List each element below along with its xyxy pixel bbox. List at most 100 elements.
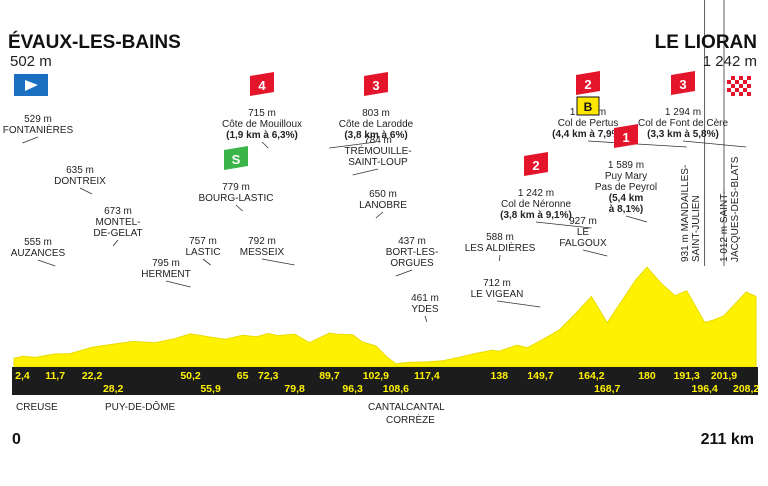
badge-label: S <box>232 152 241 167</box>
climb-detail: (5,4 km <box>609 193 644 204</box>
finish-flag-check <box>747 88 751 92</box>
waypoint-name: YDES <box>411 304 439 315</box>
waypoint-name: SAINT-LOUP <box>348 157 408 168</box>
leader-line <box>235 204 243 212</box>
waypoint-altitude: 715 m <box>248 108 276 119</box>
waypoint-name-line: 1 012 m SAINT- <box>719 191 730 262</box>
badge-label: 4 <box>258 78 266 93</box>
distance-label: 11,7 <box>45 370 65 382</box>
start-town-name: ÉVAUX-LES-BAINS <box>8 31 181 53</box>
finish-flag-check <box>747 80 751 84</box>
distance-label: 138 <box>491 370 509 382</box>
distance-label: 196,4 <box>692 383 718 395</box>
departments-label: PUY-DE-DÔME <box>105 400 176 413</box>
waypoint-name: FALGOUX <box>559 238 607 249</box>
waypoint-name: 1 012 m SAINT-JACQUES-DES-BLATS <box>719 156 741 262</box>
waypoint-name: FONTANIÈRES <box>3 123 74 136</box>
waypoint-name: DE-GELAT <box>93 228 142 239</box>
leader-line <box>165 280 191 288</box>
leader-line <box>424 315 428 323</box>
climb-category-icon <box>614 124 638 148</box>
waypoint-altitude: 673 m <box>104 206 132 217</box>
distance-label: 22,2 <box>82 370 103 382</box>
waypoint-name: LASTIC <box>185 247 220 258</box>
finish-flag-check <box>743 76 747 80</box>
waypoint-altitude: 795 m <box>152 258 180 269</box>
distance-label: 102,9 <box>363 370 389 382</box>
waypoint-name: Pas de Peyrol <box>595 182 657 193</box>
badge-label: 3 <box>372 78 379 93</box>
finish-flag-check <box>739 80 743 84</box>
departments-label: CANTAL <box>368 402 407 413</box>
leader-line <box>395 269 413 277</box>
leader-line <box>22 136 39 144</box>
distance-label: 96,3 <box>342 383 363 395</box>
leader-line <box>682 140 747 148</box>
waypoint-name: MESSEIX <box>240 247 285 258</box>
finish-flag-check <box>735 76 739 80</box>
climb-category-icon <box>364 72 388 96</box>
distance-label: 28,2 <box>103 383 124 395</box>
badge-label: 2 <box>584 77 591 92</box>
waypoint-altitude: 588 m <box>486 232 514 243</box>
distance-label: 108,6 <box>383 383 409 395</box>
waypoint-name: DONTREIX <box>54 176 106 187</box>
leader-line <box>202 258 211 266</box>
waypoint-altitude: 555 m <box>24 237 52 248</box>
distance-label: 79,8 <box>284 383 305 395</box>
waypoint-altitude: 1 242 m <box>518 188 554 199</box>
waypoint-altitude: 437 m <box>398 236 426 247</box>
finish-flag-check <box>731 88 735 92</box>
finish-flag-check <box>739 88 743 92</box>
leader-line <box>535 221 592 229</box>
finish-flag-check <box>735 92 739 96</box>
waypoint-altitude: 927 m <box>569 216 597 227</box>
climb-category-icon <box>250 72 274 96</box>
distance-label: 180 <box>638 370 656 382</box>
distance-label: 72,3 <box>258 370 279 382</box>
distance-label: 164,2 <box>578 370 604 382</box>
waypoint-name: Puy Mary <box>605 171 647 182</box>
distance-label: 201,9 <box>711 370 737 382</box>
waypoint-name: LE VIGEAN <box>471 289 524 300</box>
distance-label: 55,9 <box>200 383 221 395</box>
climb-category-icon <box>524 152 548 176</box>
leader-line <box>112 239 119 247</box>
departments-label: CORRÈZE <box>386 413 435 426</box>
bonus-label: B <box>584 100 593 114</box>
distance-label: 208,2 <box>733 383 759 395</box>
leader-line <box>375 211 384 219</box>
waypoint-name: BOURG-LASTIC <box>198 193 273 204</box>
climb-detail: (3,8 km à 9,1%) <box>500 210 572 221</box>
badge-label: 1 <box>622 130 629 145</box>
finish-town-name: LE LIORAN <box>655 32 757 53</box>
waypoint-altitude: 1 589 m <box>608 160 644 171</box>
finish-flag-check <box>743 84 747 88</box>
waypoint-name: Col de Pertus <box>558 118 619 129</box>
distance-label: 191,3 <box>674 370 700 382</box>
leader-line <box>498 254 501 262</box>
leader-line <box>329 141 377 149</box>
leader-line <box>79 187 93 195</box>
waypoint-altitude: 784 m <box>364 135 392 146</box>
waypoint-name: ORGUES <box>390 258 434 269</box>
distance-label: 117,4 <box>414 370 440 382</box>
waypoint-altitude: 461 m <box>411 293 439 304</box>
distance-label: 149,7 <box>527 370 553 382</box>
climb-detail: à 8,1%) <box>609 204 643 215</box>
leader-line <box>352 168 379 176</box>
leader-line <box>496 300 541 308</box>
waypoint-altitude: 779 m <box>222 182 250 193</box>
waypoint-name: Col de Néronne <box>501 199 571 210</box>
climb-category-icon <box>576 71 600 95</box>
climb-category-icon <box>671 71 695 95</box>
finish-flag-check <box>727 76 731 80</box>
distance-label: 89,7 <box>319 370 340 382</box>
bonus-badge-icon <box>576 96 600 116</box>
waypoint-name-line: JACQUES-DES-BLATS <box>730 156 741 262</box>
waypoint-name: HERMENT <box>141 269 190 280</box>
waypoint-name: LES ALDIÈRES <box>465 241 536 254</box>
departments-label: CANTAL <box>406 402 445 413</box>
profile-area <box>13 266 757 368</box>
